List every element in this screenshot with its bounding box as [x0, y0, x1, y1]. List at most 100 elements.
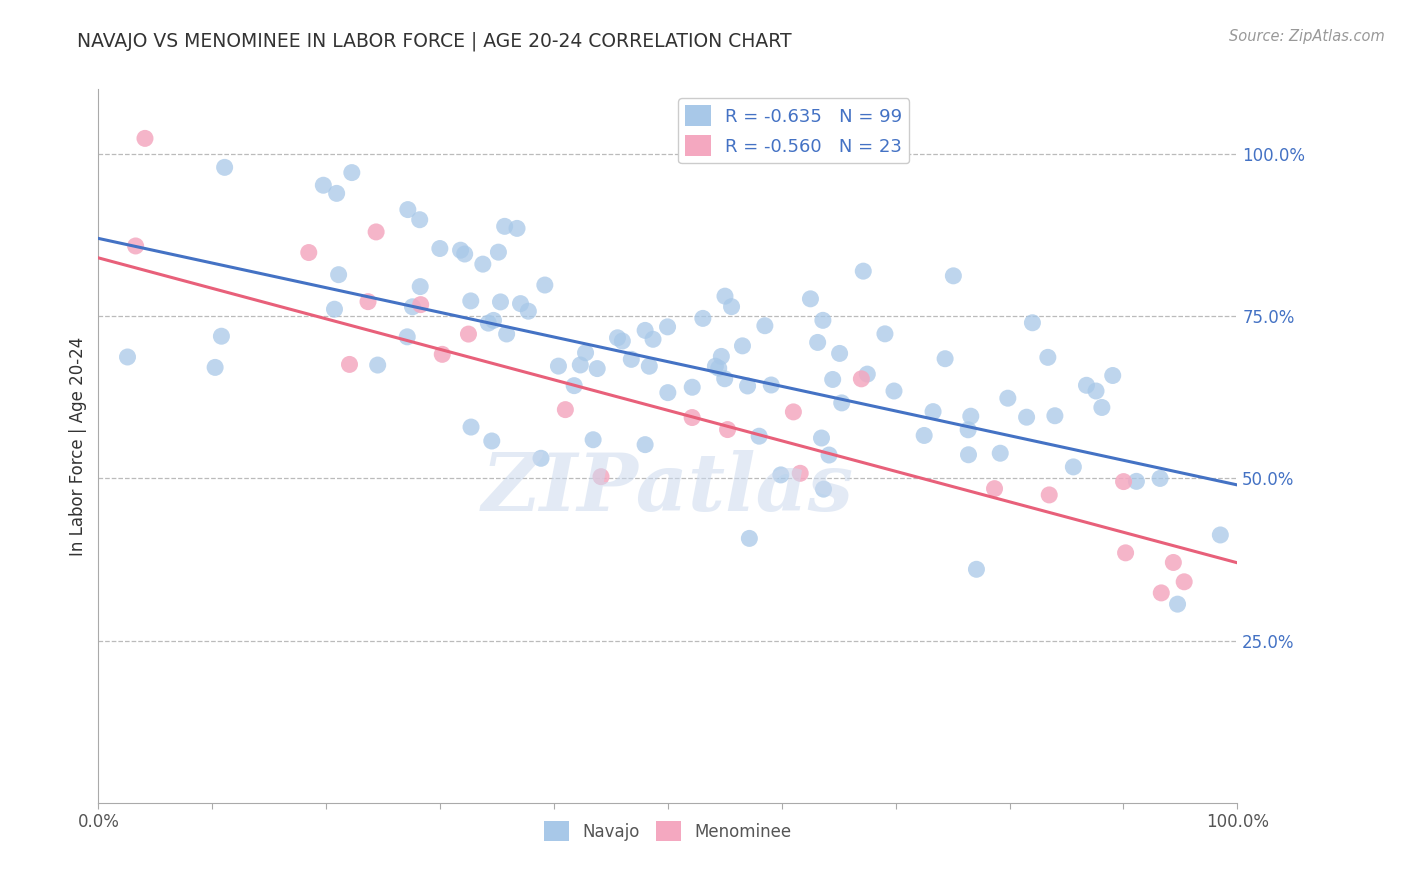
Point — [922, 404, 945, 418]
Point — [1021, 316, 1043, 330]
Point — [1036, 351, 1059, 365]
Point — [1076, 378, 1098, 392]
Point — [852, 264, 875, 278]
Point — [912, 428, 935, 442]
Legend: Navajo, Menominee: Navajo, Menominee — [537, 814, 799, 848]
Point — [325, 186, 347, 201]
Point — [298, 245, 321, 260]
Point — [811, 313, 834, 327]
Point — [737, 379, 759, 393]
Point — [681, 380, 703, 394]
Point — [1091, 401, 1114, 415]
Point — [494, 219, 516, 234]
Point — [477, 316, 499, 330]
Point — [339, 358, 361, 372]
Point — [789, 467, 811, 481]
Point — [1150, 586, 1173, 600]
Point — [582, 433, 605, 447]
Point — [117, 350, 139, 364]
Point — [1115, 546, 1137, 560]
Point — [401, 300, 423, 314]
Point — [134, 131, 156, 145]
Point — [692, 311, 714, 326]
Point — [748, 429, 770, 443]
Point — [409, 298, 432, 312]
Point — [209, 329, 232, 343]
Point — [769, 467, 792, 482]
Point — [481, 434, 503, 448]
Point — [562, 378, 585, 392]
Point — [1167, 597, 1189, 611]
Point — [634, 437, 657, 451]
Point — [807, 335, 830, 350]
Point — [731, 339, 754, 353]
Point — [1015, 410, 1038, 425]
Point — [1125, 475, 1147, 489]
Point — [754, 318, 776, 333]
Point — [620, 352, 643, 367]
Point — [738, 532, 761, 546]
Point — [1101, 368, 1123, 383]
Point — [460, 420, 482, 434]
Text: Source: ZipAtlas.com: Source: ZipAtlas.com — [1229, 29, 1385, 44]
Point — [554, 402, 576, 417]
Point — [883, 384, 905, 398]
Point — [569, 358, 592, 372]
Point — [1043, 409, 1066, 423]
Point — [1209, 528, 1232, 542]
Point — [214, 161, 236, 175]
Point — [432, 347, 454, 361]
Point — [482, 313, 505, 327]
Point — [612, 334, 634, 348]
Text: ZIPatlas: ZIPatlas — [482, 450, 853, 527]
Point — [517, 304, 540, 318]
Point — [710, 350, 733, 364]
Point — [828, 346, 851, 360]
Point — [1163, 556, 1185, 570]
Point — [486, 245, 509, 260]
Point — [509, 296, 531, 310]
Point — [586, 361, 609, 376]
Point — [534, 278, 557, 293]
Y-axis label: In Labor Force | Age 20-24: In Labor Force | Age 20-24 — [69, 336, 87, 556]
Point — [634, 323, 657, 337]
Point — [782, 405, 804, 419]
Point — [312, 178, 335, 193]
Point — [657, 319, 679, 334]
Point — [429, 242, 451, 256]
Point — [606, 331, 628, 345]
Point — [707, 361, 730, 376]
Point — [957, 423, 980, 437]
Point — [589, 469, 612, 483]
Point — [716, 423, 738, 437]
Point — [574, 345, 596, 359]
Point — [799, 292, 821, 306]
Point — [328, 268, 350, 282]
Point — [204, 360, 226, 375]
Point — [821, 372, 844, 386]
Point — [873, 326, 896, 341]
Point — [1173, 574, 1195, 589]
Point — [965, 562, 987, 576]
Point — [457, 327, 479, 342]
Point — [988, 446, 1011, 460]
Point — [831, 396, 853, 410]
Point — [959, 409, 981, 424]
Point — [813, 482, 835, 496]
Point — [460, 293, 482, 308]
Point — [810, 431, 832, 445]
Point — [340, 165, 363, 179]
Point — [489, 294, 512, 309]
Point — [409, 212, 432, 227]
Point — [357, 294, 380, 309]
Point — [409, 279, 432, 293]
Point — [530, 451, 553, 466]
Point — [641, 332, 664, 346]
Point — [450, 243, 472, 257]
Point — [714, 289, 737, 303]
Point — [704, 359, 727, 374]
Point — [471, 257, 494, 271]
Point — [1038, 488, 1060, 502]
Point — [124, 239, 146, 253]
Point — [720, 300, 742, 314]
